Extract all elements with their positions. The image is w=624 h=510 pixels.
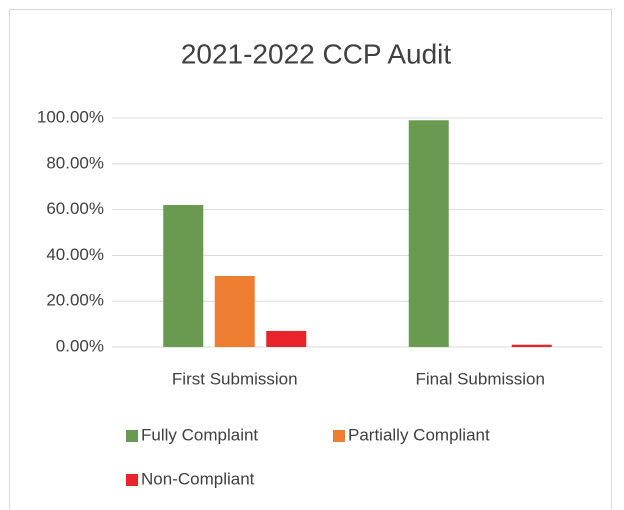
y-tick-label: 20.00%	[46, 291, 104, 310]
legend-swatch	[126, 430, 138, 442]
bar	[266, 330, 307, 347]
legend-swatch	[333, 430, 345, 442]
bar	[214, 276, 255, 347]
y-tick-label: 100.00%	[37, 107, 104, 126]
bar	[511, 344, 552, 347]
legend-label: Partially Compliant	[348, 425, 490, 444]
chart-border	[9, 9, 612, 510]
x-tick-label: First Submission	[172, 369, 298, 388]
legend-swatch	[126, 474, 138, 486]
y-tick-label: 40.00%	[46, 245, 104, 264]
chart-title: 2021-2022 CCP Audit	[181, 38, 452, 69]
y-tick-label: 80.00%	[46, 153, 104, 172]
y-tick-label: 60.00%	[46, 199, 104, 218]
legend-label: Fully Complaint	[141, 425, 258, 444]
y-tick-label: 0.00%	[56, 336, 104, 355]
x-tick-label: Final Submission	[416, 369, 545, 388]
bar	[408, 120, 449, 347]
bar	[163, 205, 204, 347]
legend-label: Non-Compliant	[141, 469, 255, 488]
